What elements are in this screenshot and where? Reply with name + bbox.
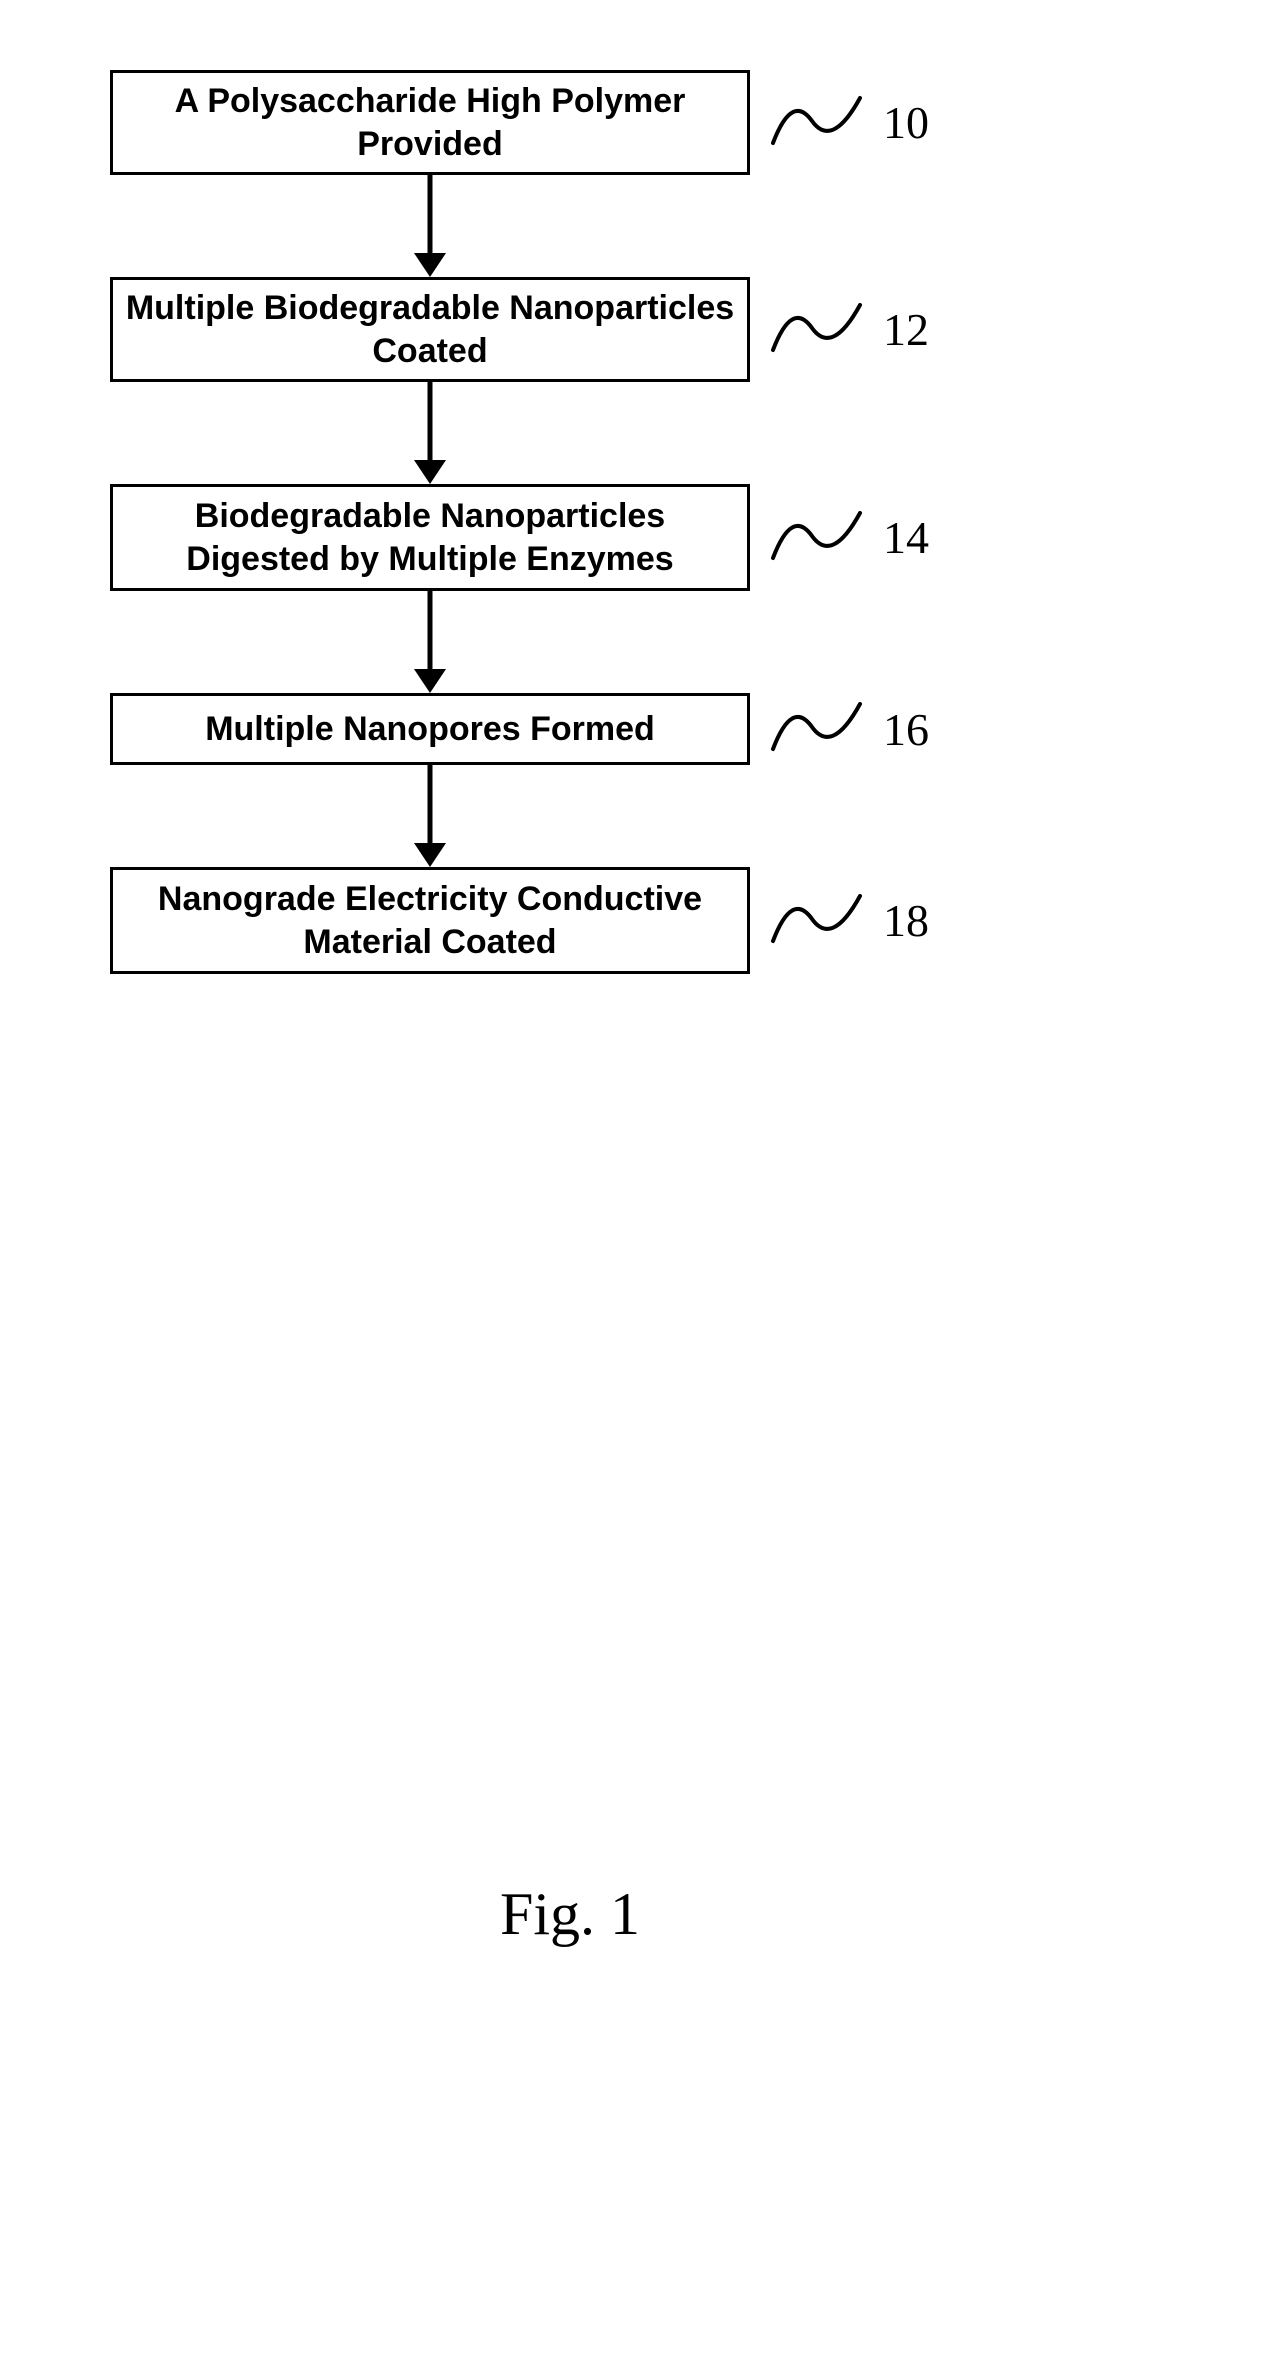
step-number: 12 [883, 303, 929, 356]
arrow-shaft [428, 382, 433, 462]
step-number: 18 [883, 894, 929, 947]
step-text: Multiple Nanopores Formed [205, 708, 655, 751]
flow-arrow [110, 765, 750, 867]
flowchart-step: Multiple Nanopores Formed 16 [110, 693, 1010, 765]
step-label: 16 [770, 699, 929, 759]
step-box: Multiple Biodegradable Nanoparticles Coa… [110, 277, 750, 382]
step-number: 10 [883, 96, 929, 149]
step-text: A Polysaccharide High Polymer Provided [125, 80, 735, 165]
step-box: Biodegradable Nanoparticles Digested by … [110, 484, 750, 591]
arrow-head [414, 253, 446, 277]
step-label: 12 [770, 300, 929, 360]
squiggle-connector [770, 891, 865, 951]
flowchart-step: Biodegradable Nanoparticles Digested by … [110, 484, 1010, 591]
step-text: Multiple Biodegradable Nanoparticles Coa… [125, 287, 735, 372]
step-box: A Polysaccharide High Polymer Provided [110, 70, 750, 175]
step-number: 16 [883, 703, 929, 756]
step-box: Multiple Nanopores Formed [110, 693, 750, 765]
arrow-head [414, 460, 446, 484]
figure-caption: Fig. 1 [500, 1880, 640, 1949]
squiggle-connector [770, 699, 865, 759]
flowchart-container: A Polysaccharide High Polymer Provided 10… [110, 70, 1010, 974]
step-label: 10 [770, 93, 929, 153]
flow-arrow [110, 382, 750, 484]
step-label: 18 [770, 891, 929, 951]
flowchart-step: A Polysaccharide High Polymer Provided 10 [110, 70, 1010, 175]
step-text: Nanograde Electricity Conductive Materia… [125, 878, 735, 963]
step-label: 14 [770, 508, 929, 568]
step-box: Nanograde Electricity Conductive Materia… [110, 867, 750, 974]
flow-arrow [110, 591, 750, 693]
squiggle-connector [770, 300, 865, 360]
squiggle-connector [770, 508, 865, 568]
flow-arrow [110, 175, 750, 277]
arrow-shaft [428, 765, 433, 845]
flowchart-step: Multiple Biodegradable Nanoparticles Coa… [110, 277, 1010, 382]
squiggle-connector [770, 93, 865, 153]
step-text: Biodegradable Nanoparticles Digested by … [125, 495, 735, 580]
arrow-head [414, 669, 446, 693]
flowchart-step: Nanograde Electricity Conductive Materia… [110, 867, 1010, 974]
arrow-shaft [428, 175, 433, 255]
arrow-head [414, 843, 446, 867]
arrow-shaft [428, 591, 433, 671]
step-number: 14 [883, 511, 929, 564]
